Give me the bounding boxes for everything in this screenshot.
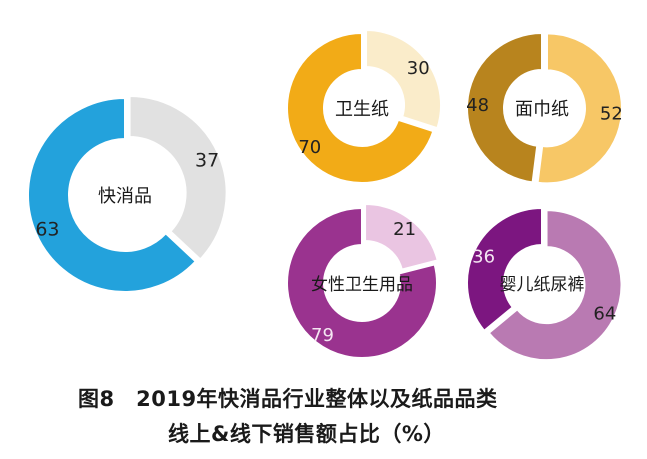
slice-label: 52 <box>600 103 623 124</box>
donut-slice <box>487 209 623 362</box>
donut-title: 快消品 <box>98 186 152 207</box>
donut-slice <box>466 31 543 184</box>
slice-label: 79 <box>311 325 334 346</box>
donut-slice <box>364 203 439 271</box>
slice-label: 63 <box>35 219 59 241</box>
caption-line-1: 图8 2019年快消品行业整体以及纸品品类 <box>78 387 498 411</box>
slice-label: 21 <box>393 219 416 240</box>
donut-slice <box>128 95 228 261</box>
donut-slice <box>286 31 435 184</box>
slice-label: 48 <box>466 95 489 116</box>
donut-slice <box>365 29 443 130</box>
donut-slice <box>286 206 438 359</box>
caption-line-2: 线上&线下销售额占比（%） <box>168 422 445 446</box>
donut-slice <box>466 206 543 333</box>
donut-title: 卫生纸 <box>335 99 389 120</box>
donut-title: 面巾纸 <box>515 99 569 120</box>
slice-label: 37 <box>195 149 219 171</box>
slice-label: 30 <box>407 58 430 79</box>
slice-label: 64 <box>593 304 616 325</box>
donut-title: 女性卫生用品 <box>311 275 413 295</box>
donut-slice <box>536 32 623 185</box>
donut-slice <box>27 96 198 293</box>
donut-title: 婴儿纸尿裤 <box>500 275 585 295</box>
slice-label: 36 <box>472 247 495 268</box>
slice-label: 70 <box>298 137 321 158</box>
